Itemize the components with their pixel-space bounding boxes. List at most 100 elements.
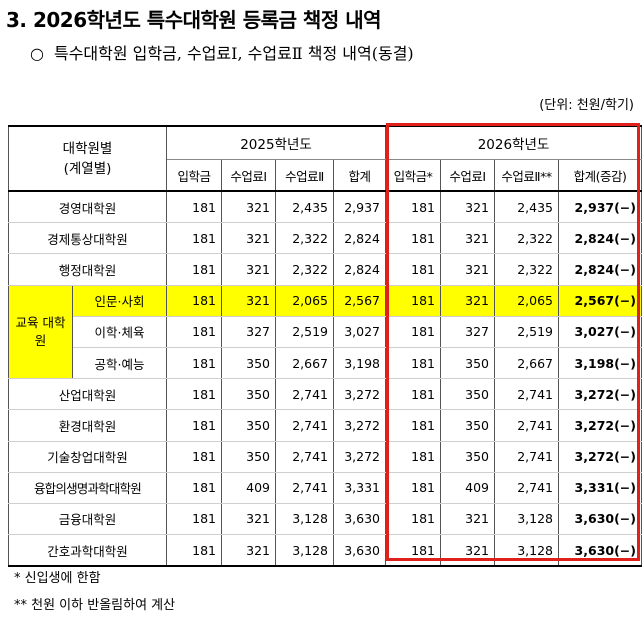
cell-v2026-3: 3,272(−) xyxy=(558,378,642,411)
cell-v2025-2: 3,128 xyxy=(275,503,334,536)
subheader-2026-2: 수업료Ⅱ** xyxy=(494,159,559,192)
subheader-2025-0: 입학금 xyxy=(166,159,222,192)
table-row: 산업대학원 181 350 2,741 3,272 181 350 2,741 3,272(−) xyxy=(8,378,642,411)
cell-v2025-0: 181 xyxy=(166,316,222,348)
cell-v2026-1: 321 xyxy=(440,253,495,286)
row-name: 금융대학원 xyxy=(8,503,167,536)
cell-v2025-0: 181 xyxy=(166,347,222,380)
cell-v2025-1: 409 xyxy=(221,472,276,504)
cell-v2025-1: 350 xyxy=(221,378,276,411)
row-name: 행정대학원 xyxy=(8,253,167,286)
table-row: 경영대학원 181 321 2,435 2,937 181 321 2,435 2,937(−) xyxy=(8,191,642,224)
cell-v2025-0: 181 xyxy=(166,222,222,255)
cell-v2025-2: 2,322 xyxy=(275,253,334,286)
cell-v2025-3: 3,630 xyxy=(333,503,386,536)
subheader-2025-2: 수업료Ⅱ xyxy=(275,159,334,192)
cell-v2025-3: 2,824 xyxy=(333,222,386,255)
cell-v2026-0: 181 xyxy=(385,378,441,411)
table-row: 교육 대학원 인문·사회 181 321 2,065 2,567 181 321 2,065 2,… xyxy=(8,285,642,380)
row-name: 환경대학원 xyxy=(8,409,167,442)
cell-v2026-1: 321 xyxy=(440,191,495,224)
group-label: 교육 대학원 xyxy=(8,285,73,380)
cell-v2026-0: 181 xyxy=(385,409,441,442)
cell-v2025-0: 181 xyxy=(166,472,222,504)
footnote-2: ** 천원 이하 반올림하여 계산 xyxy=(14,598,176,613)
cell-v2026-2: 2,435 xyxy=(494,191,559,224)
cell-v2025-2: 2,741 xyxy=(275,378,334,411)
cell-v2026-3: 3,331(−) xyxy=(558,472,642,504)
cell-v2026-2: 2,322 xyxy=(494,222,559,255)
cell-v2025-2: 3,128 xyxy=(275,534,334,567)
cell-v2026-2: 2,741 xyxy=(494,441,559,473)
cell-v2025-1: 321 xyxy=(221,191,276,224)
tuition-table: 대학원별 (계열별) 2025학년도 2026학년도 입학금 수업료Ⅰ 수업료Ⅱ 합계… xyxy=(8,125,642,568)
table-row: 융합의생명과학대학원 181 409 2,741 3,331 181 409 2,741 3,3… xyxy=(8,472,642,504)
cell-v2025-3: 3,198 xyxy=(333,347,386,380)
cell-v2025-3: 3,272 xyxy=(333,409,386,442)
cell-v2026-0: 181 xyxy=(385,472,441,504)
cell-v2026-0: 181 xyxy=(385,222,441,255)
cell-v2025-0: 181 xyxy=(166,191,222,224)
cell-v2025-3: 3,630 xyxy=(333,534,386,567)
cell-v2026-1: 321 xyxy=(440,222,495,255)
cell-v2025-3: 2,567 xyxy=(333,285,386,317)
cell-v2026-3: 2,824(−) xyxy=(558,253,642,286)
cell-v2026-2: 2,065 xyxy=(494,285,559,317)
cell-v2025-3: 3,027 xyxy=(333,316,386,348)
cell-v2025-0: 181 xyxy=(166,534,222,567)
row-name: 인문·사회 xyxy=(72,285,167,317)
cell-v2026-2: 3,128 xyxy=(494,503,559,536)
subheader-2025-3: 합계 xyxy=(333,159,386,192)
subtitle: ○ 특수대학원 입학금, 수업료Ⅰ, 수업료Ⅱ 책정 내역(동결) xyxy=(30,40,414,64)
table-row: 이학·체육 181 327 2,519 3,027 181 327 2,519 3,027(−) xyxy=(9,316,642,348)
cell-v2026-0: 181 xyxy=(385,347,441,380)
table-row: 환경대학원 181 350 2,741 3,272 181 350 2,741 3,272(−) xyxy=(8,409,642,442)
cell-v2026-0: 181 xyxy=(385,253,441,286)
header-year-2025: 2025학년도 xyxy=(166,126,386,160)
unit-label: (단위: 천원/학기) xyxy=(539,98,634,113)
table-row: 공학·예능 181 350 2,667 3,198 181 350 2,667 3,198(−) xyxy=(9,347,642,380)
cell-v2025-3: 3,272 xyxy=(333,441,386,473)
table-row: 금융대학원 181 321 3,128 3,630 181 321 3,128 3,630(−) xyxy=(8,503,642,536)
cell-v2026-3: 3,198(−) xyxy=(558,347,642,380)
row-name: 공학·예능 xyxy=(72,347,167,380)
header-year-2026: 2026학년도 xyxy=(385,126,642,160)
cell-v2026-3: 2,567(−) xyxy=(558,285,642,317)
cell-v2026-0: 181 xyxy=(385,503,441,536)
cell-v2026-3: 3,630(−) xyxy=(558,534,642,567)
cell-v2026-1: 350 xyxy=(440,409,495,442)
header-group-col: 대학원별 (계열별) xyxy=(8,126,167,192)
cell-v2025-1: 350 xyxy=(221,441,276,473)
subtitle-text: 특수대학원 입학금, 수업료Ⅰ, 수업료Ⅱ 책정 내역(동결) xyxy=(53,44,414,63)
cell-v2026-3: 3,630(−) xyxy=(558,503,642,536)
cell-v2025-2: 2,322 xyxy=(275,222,334,255)
cell-v2025-0: 181 xyxy=(166,441,222,473)
subheader-2026-0: 입학금* xyxy=(385,159,441,192)
cell-v2025-3: 3,272 xyxy=(333,378,386,411)
cell-v2026-1: 321 xyxy=(440,503,495,536)
cell-v2025-1: 321 xyxy=(221,503,276,536)
cell-v2026-2: 2,741 xyxy=(494,472,559,504)
cell-v2025-3: 2,937 xyxy=(333,191,386,224)
cell-v2026-1: 350 xyxy=(440,378,495,411)
cell-v2026-3: 2,937(−) xyxy=(558,191,642,224)
cell-v2026-1: 327 xyxy=(440,316,495,348)
row-name: 융합의생명과학대학원 xyxy=(8,472,167,504)
page-title: 3. 2026학년도 특수대학원 등록금 책정 내역 xyxy=(6,8,382,32)
cell-v2025-1: 350 xyxy=(221,347,276,380)
cell-v2026-1: 321 xyxy=(440,534,495,567)
cell-v2026-2: 2,667 xyxy=(494,347,559,380)
footnote-1: * 신입생에 한함 xyxy=(14,571,101,586)
cell-v2026-1: 350 xyxy=(440,441,495,473)
cell-v2025-1: 321 xyxy=(221,534,276,567)
row-name: 경제통상대학원 xyxy=(8,222,167,255)
cell-v2025-0: 181 xyxy=(166,378,222,411)
cell-v2025-2: 2,667 xyxy=(275,347,334,380)
cell-v2026-0: 181 xyxy=(385,441,441,473)
cell-v2025-1: 321 xyxy=(221,222,276,255)
subheader-2025-1: 수업료Ⅰ xyxy=(221,159,276,192)
cell-v2026-3: 3,027(−) xyxy=(558,316,642,348)
cell-v2025-3: 3,331 xyxy=(333,472,386,504)
row-name: 산업대학원 xyxy=(8,378,167,411)
cell-v2026-1: 409 xyxy=(440,472,495,504)
